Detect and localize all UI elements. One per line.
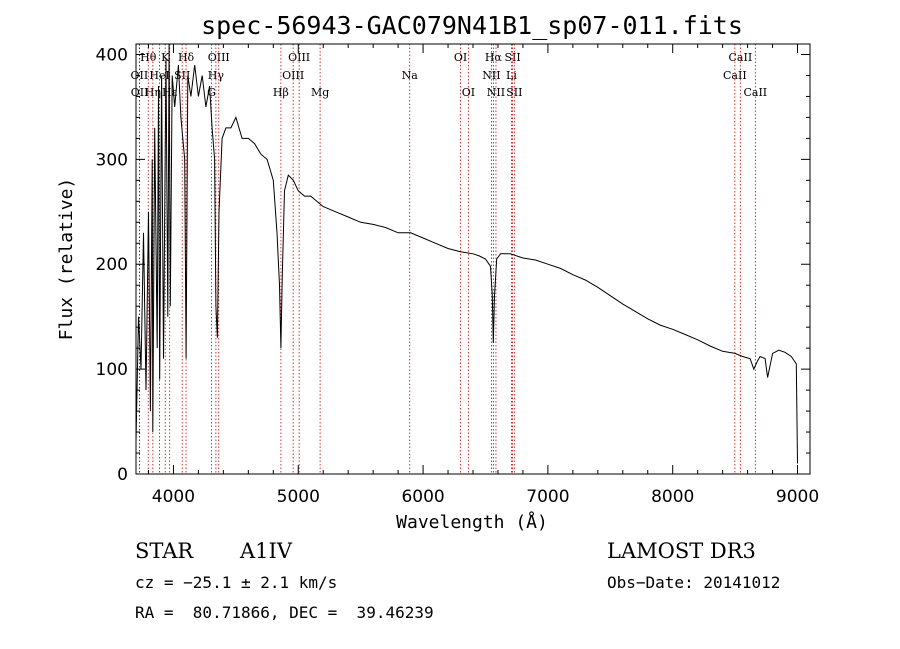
spectral-line-label: NII (487, 86, 505, 99)
plot-frame (135, 43, 811, 475)
x-tick-label: 4000 (152, 487, 195, 507)
y-tick-label: 100 (96, 360, 128, 380)
spectral-line-label: Hγ (208, 69, 225, 82)
object-type: STAR (135, 539, 194, 563)
x-tick-label: 8000 (651, 487, 694, 507)
y-axis-label: Flux (relative) (56, 178, 77, 341)
spectral-line-label: Li (506, 69, 517, 82)
spectral-line-label: Hδ (178, 51, 195, 64)
y-axis: 0 100 200 300 400 (96, 45, 810, 485)
spectral-line-label: G (207, 86, 216, 99)
spectral-line-label: CaII (743, 86, 767, 99)
x-axis-label: Wavelength (Å) (396, 511, 548, 533)
spectral-line-label: Na (402, 69, 419, 82)
spectral-line-label: OIII (282, 69, 304, 82)
spectral-line-label: OII (131, 86, 149, 99)
spectral-line-label: K (161, 51, 170, 64)
spectral-line-label: SII (506, 86, 522, 99)
y-tick-label: 200 (96, 255, 128, 275)
spectral-line-label: OIII (208, 51, 230, 64)
spectral-line-label: OI (462, 86, 475, 99)
spectral-line-label: Hθ (140, 51, 157, 64)
spectral-line-label: Hη (145, 86, 161, 99)
x-tick-label: 7000 (526, 487, 569, 507)
coordinates: RA = 80.71866, DEC = 39.46239 (135, 603, 434, 622)
spectral-line-label: OIII (288, 51, 310, 64)
spectral-line-label: CaII (729, 51, 753, 64)
spectral-line-label: SII (504, 51, 520, 64)
x-tick-label: 6000 (401, 487, 444, 507)
spectral-line-label: Mg (311, 86, 329, 99)
x-axis: 4000 5000 6000 7000 8000 9000 (147, 44, 819, 507)
spectral-line-label: OI (454, 51, 467, 64)
observation-date: Obs−Date: 20141012 (607, 573, 781, 592)
spectral-line-label: HeI (149, 69, 169, 82)
y-tick-label: 300 (96, 150, 128, 170)
spectral-line-label: Hβ (273, 86, 289, 99)
x-tick-label: 5000 (277, 487, 320, 507)
redshift-readout: cz = −25.1 ± 2.1 km/s (135, 573, 338, 592)
object-subclass: A1IV (240, 539, 292, 563)
spectrum-series (135, 43, 798, 464)
y-tick-label: 0 (117, 465, 128, 485)
chart-title: spec-56943-GAC079N41B1_sp07-011.fits (201, 11, 743, 40)
spectral-line-label: NII (482, 69, 500, 82)
spectrum-chart: spec-56943-GAC079N41B1_sp07-011.fits Hθ O… (56, 11, 819, 533)
y-tick-label: 400 (96, 45, 128, 65)
survey-name: LAMOST DR3 (607, 539, 756, 563)
spectral-line-label: CaII (723, 69, 747, 82)
x-tick-label: 9000 (776, 487, 819, 507)
spectral-line-label: Hα (485, 51, 503, 64)
